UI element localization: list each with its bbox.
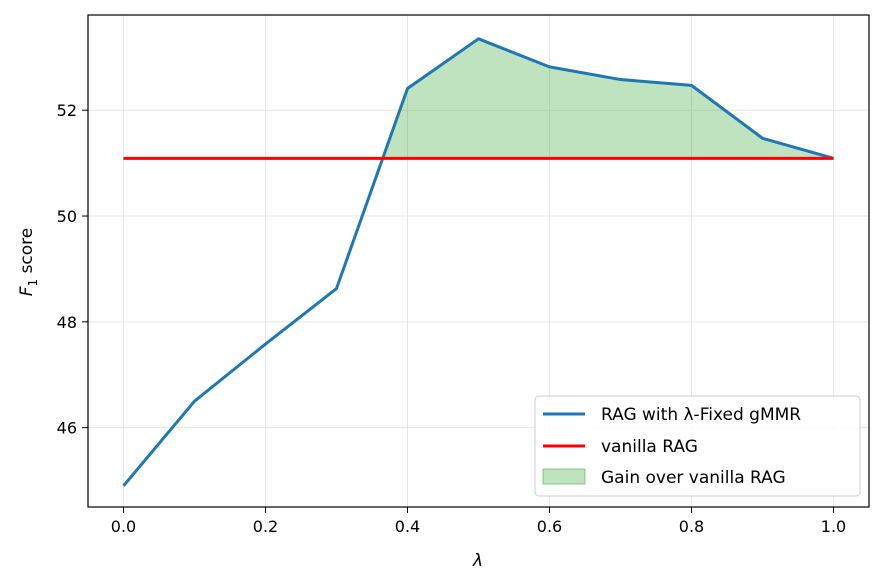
plot-frame bbox=[87, 14, 870, 508]
gain-fill bbox=[382, 38, 834, 159]
y-tick-label: 50 bbox=[57, 207, 77, 226]
legend-box bbox=[534, 395, 861, 497]
y-axis-label-rest: score bbox=[17, 228, 37, 279]
x-tick-label: 0.0 bbox=[111, 517, 136, 536]
x-tick-label: 0.6 bbox=[537, 517, 562, 536]
legend-label-gain: Gain over vanilla RAG bbox=[601, 468, 786, 488]
x-tick-label: 0.8 bbox=[679, 517, 704, 536]
grid-lines bbox=[88, 15, 869, 507]
x-tick-label: 0.2 bbox=[253, 517, 278, 536]
legend-label-vanilla: vanilla RAG bbox=[601, 437, 698, 457]
y-axis: 46 48 50 52 bbox=[57, 101, 88, 438]
x-tick-label: 1.0 bbox=[821, 517, 846, 536]
legend-label-gmmr: RAG with λ-Fixed gMMR bbox=[601, 405, 801, 425]
y-tick-label: 46 bbox=[57, 419, 77, 438]
y-axis-label-base: F bbox=[17, 286, 37, 296]
y-axis-label: F1 score bbox=[17, 228, 40, 297]
legend-swatch-gain bbox=[542, 468, 586, 485]
x-axis-label: λ bbox=[472, 551, 483, 571]
gmmr-line bbox=[122, 37, 834, 487]
x-axis: 0.0 0.2 0.4 0.6 0.8 1.0 bbox=[111, 507, 846, 536]
series-lines bbox=[122, 37, 834, 487]
y-tick-label: 52 bbox=[57, 101, 77, 120]
legend: RAG with λ-Fixed gMMR vanilla RAG Gain o… bbox=[534, 395, 861, 497]
gain-area bbox=[382, 38, 834, 159]
x-tick-label: 0.4 bbox=[395, 517, 420, 536]
y-tick-label: 48 bbox=[57, 313, 77, 332]
y-axis-label-subscript: 1 bbox=[26, 279, 40, 287]
